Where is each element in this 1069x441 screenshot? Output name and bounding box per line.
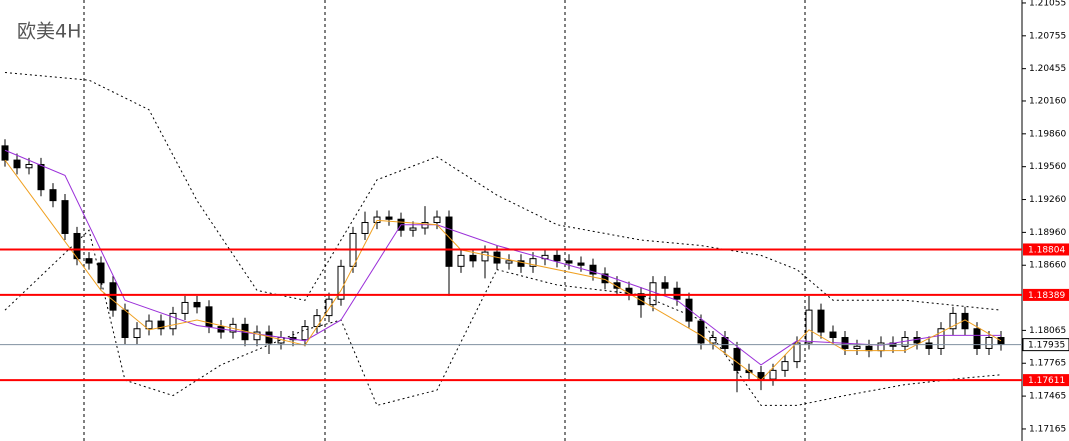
level-label: 1.17611 <box>1028 376 1065 386</box>
candle-body <box>973 328 981 349</box>
candle-body <box>313 315 321 328</box>
candle-body <box>865 345 873 352</box>
candle-body <box>385 216 393 220</box>
y-tick-label: 1.18660 <box>1029 261 1066 271</box>
chart-title: 欧美4H <box>17 21 81 43</box>
candle-body <box>325 298 333 317</box>
candle-body <box>253 331 261 341</box>
level-label: 1.18389 <box>1028 291 1065 301</box>
candle-body <box>505 260 513 264</box>
candle-body <box>817 309 825 333</box>
candle-body <box>61 200 69 234</box>
y-tick-label: 1.17765 <box>1029 359 1066 369</box>
indicator-line <box>4 149 1001 366</box>
y-tick-label: 1.18065 <box>1029 326 1066 336</box>
candle-body <box>373 216 381 224</box>
candle-body <box>829 331 837 339</box>
candle-body <box>697 320 705 344</box>
candle-body <box>205 306 213 328</box>
candle-body <box>157 320 165 330</box>
candle-body <box>793 342 801 363</box>
candle-body <box>433 216 441 224</box>
candle-body <box>913 337 921 344</box>
candle-body <box>97 262 105 284</box>
candle-body <box>805 309 813 344</box>
y-tick-label: 1.20755 <box>1029 31 1066 41</box>
y-tick-label: 1.21055 <box>1029 0 1066 8</box>
y-tick-label: 1.20455 <box>1029 64 1066 74</box>
indicator-line <box>4 229 1002 407</box>
candle-body <box>1 145 9 161</box>
candle-body <box>589 264 597 275</box>
candle-body <box>181 301 189 314</box>
candle-body <box>85 258 93 264</box>
candle-body <box>577 262 585 266</box>
candle-body <box>361 222 369 234</box>
candle-body <box>469 254 477 262</box>
current-price-label: 1.17935 <box>1028 341 1065 351</box>
candle-body <box>193 301 201 308</box>
level-box <box>1023 374 1069 387</box>
candle-body <box>853 345 861 349</box>
candle-body <box>661 282 669 289</box>
candle-body <box>985 337 993 349</box>
candle-body <box>481 251 489 262</box>
candle-body <box>649 282 657 306</box>
y-tick-label: 1.17465 <box>1029 392 1066 402</box>
period-separators <box>83 0 806 441</box>
candle-body <box>565 260 573 264</box>
candle-body <box>553 254 561 262</box>
y-tick-label: 1.19860 <box>1029 129 1066 139</box>
candle-body <box>121 309 129 339</box>
candle-body <box>937 328 945 349</box>
y-tick-label: 1.19260 <box>1029 195 1066 205</box>
candle-body <box>421 222 429 229</box>
candle-body <box>613 282 621 289</box>
candle-body <box>37 163 45 191</box>
candle-body <box>13 159 21 169</box>
candle-body <box>49 189 57 202</box>
indicator-line <box>4 71 1002 311</box>
candle-body <box>709 337 717 344</box>
y-tick-label: 1.20160 <box>1029 96 1066 106</box>
candle-body <box>925 342 933 349</box>
level-label: 1.18804 <box>1028 245 1065 255</box>
candle-body <box>301 326 309 341</box>
candle-body <box>949 312 957 330</box>
candle-body <box>517 260 525 267</box>
candle-body <box>109 282 117 311</box>
candle-body <box>133 328 141 339</box>
y-tick-label: 1.19560 <box>1029 162 1066 172</box>
y-tick-label: 1.18960 <box>1029 228 1066 238</box>
candle-body <box>673 287 681 300</box>
candle-body <box>337 265 345 300</box>
candle-body <box>25 163 33 169</box>
level-box <box>1023 243 1069 256</box>
candle-body <box>529 258 537 267</box>
candle-body <box>145 320 153 330</box>
candle-body <box>457 254 465 267</box>
current-price-box <box>1022 338 1069 352</box>
candle-body <box>781 361 789 371</box>
candle-body <box>409 227 417 231</box>
level-box <box>1023 288 1069 301</box>
y-tick-label: 1.17165 <box>1029 424 1066 434</box>
candle-body <box>769 369 777 380</box>
candle-body <box>169 312 177 330</box>
candle-body <box>445 216 453 267</box>
candle-body <box>733 347 741 371</box>
